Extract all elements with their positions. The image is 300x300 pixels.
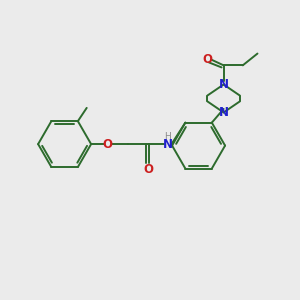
Text: N: N (219, 78, 229, 91)
Text: O: O (202, 53, 212, 66)
Text: O: O (143, 163, 154, 176)
Text: O: O (102, 138, 112, 151)
Text: N: N (219, 106, 229, 119)
Text: H: H (164, 132, 171, 141)
Text: N: N (163, 138, 173, 151)
